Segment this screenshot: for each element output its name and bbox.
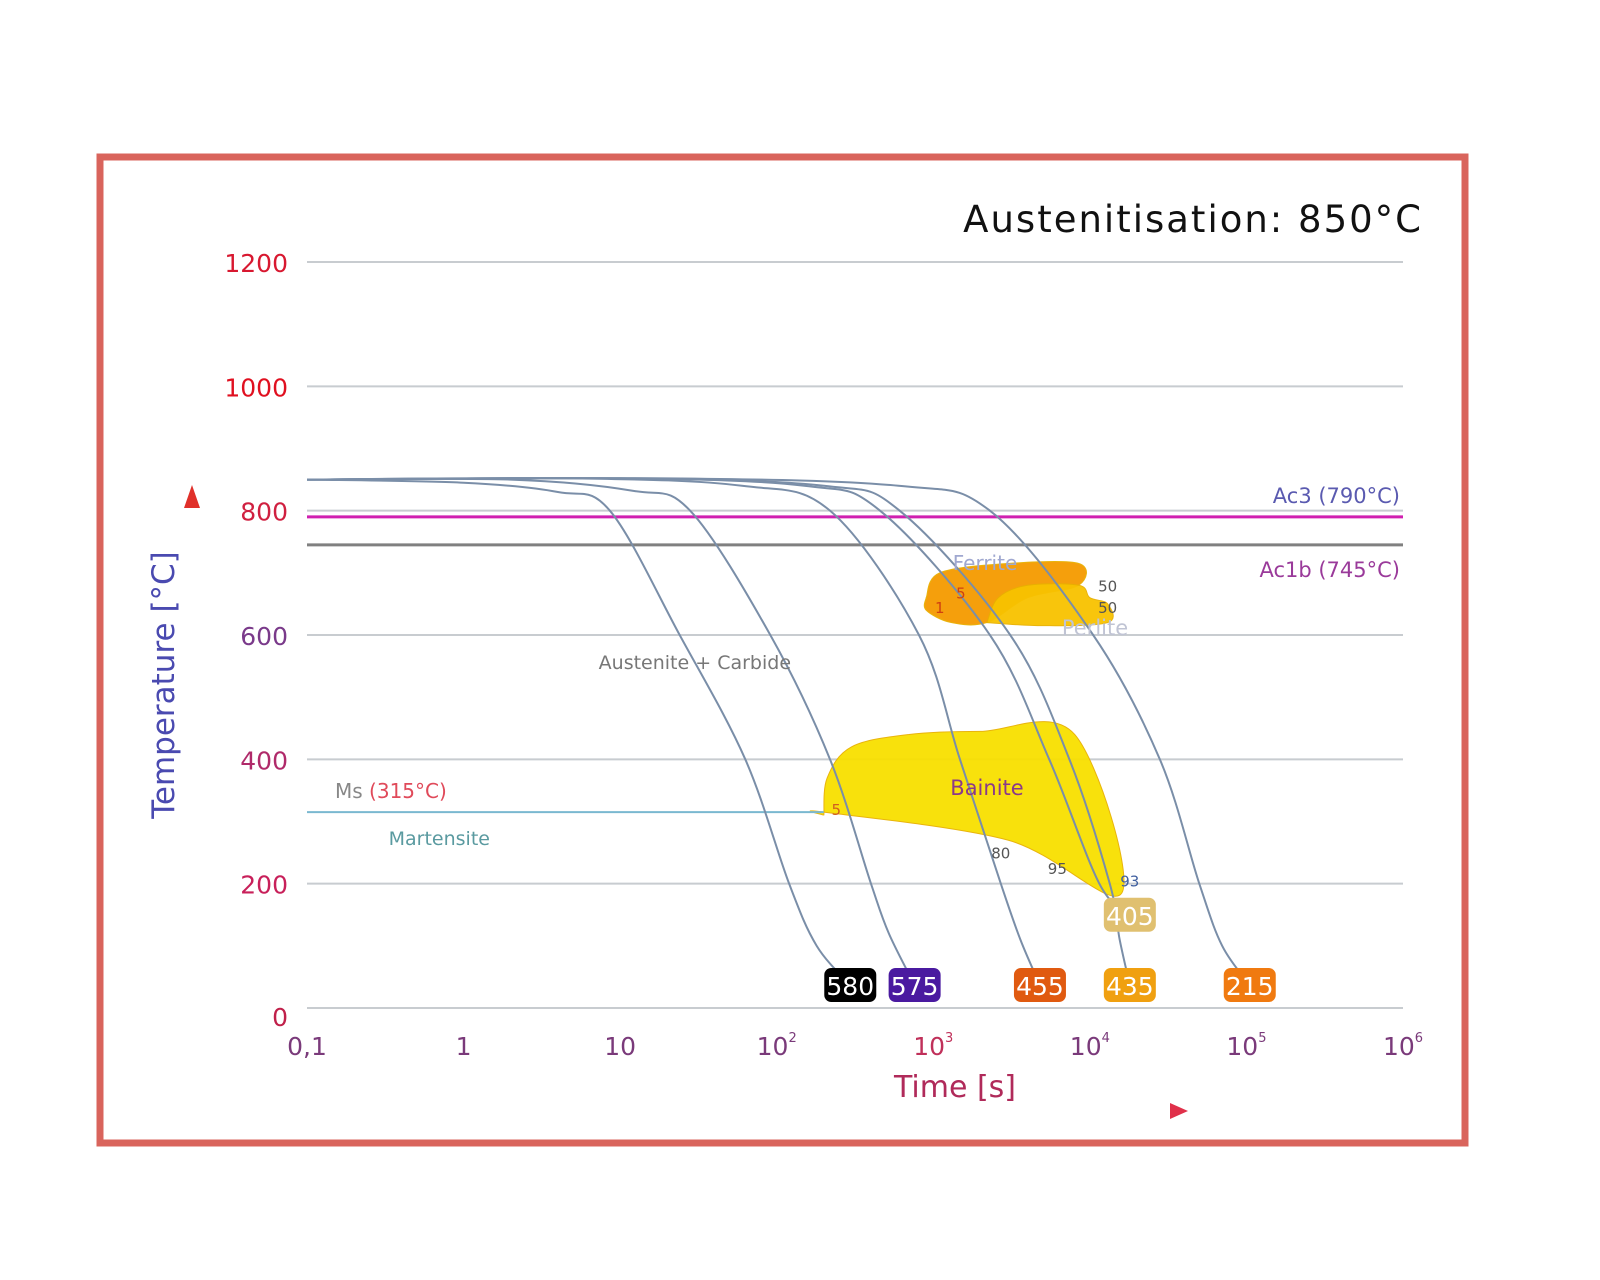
- ferrite-label: Ferrite: [953, 551, 1018, 575]
- region-bainite: [809, 721, 1125, 897]
- bainite-label: Bainite: [950, 776, 1023, 800]
- phase-annotation: Austenite + Carbide: [599, 652, 791, 674]
- x-tick-label: 0,1: [287, 1032, 327, 1061]
- transformation-percent: 1: [935, 599, 945, 617]
- x-tick-label: 106: [1383, 1031, 1423, 1061]
- x-tick-label: 104: [1070, 1031, 1110, 1061]
- ms-label-part: (315°C): [369, 779, 447, 803]
- x-tick-exponent: 6: [1415, 1031, 1423, 1046]
- ref-line-label: Ac1b (745°C): [1259, 558, 1400, 582]
- x-tick-exponent: 5: [1258, 1031, 1266, 1046]
- hardness-box: [1103, 967, 1156, 1002]
- transformation-percent: 50: [1098, 599, 1117, 617]
- x-tick-exponent: 4: [1102, 1031, 1110, 1046]
- y-tick-label: 0: [272, 1003, 288, 1032]
- chart-title: Austenitisation: 850°C: [963, 198, 1423, 241]
- ms-label: Ms (315°C): [335, 779, 447, 803]
- hardness-value: 215: [1226, 972, 1274, 1001]
- x-tick-base: 1: [456, 1032, 472, 1061]
- x-tick-label: 103: [913, 1031, 953, 1061]
- x-tick-base: 10: [604, 1032, 636, 1061]
- hardness-box: [824, 967, 877, 1002]
- x-tick-label: 1: [456, 1032, 472, 1061]
- transformation-percent: 5: [831, 801, 841, 819]
- ms-label-part: Ms: [335, 779, 369, 803]
- hardness-value: 405: [1106, 902, 1154, 931]
- x-tick-base: 10: [757, 1032, 789, 1061]
- hardness-box: [888, 967, 941, 1002]
- x-tick-base: 10: [1226, 1032, 1258, 1061]
- x-tick-exponent: 3: [945, 1031, 953, 1046]
- frame-border: [96, 153, 1469, 1147]
- x-tick-exponent: 2: [788, 1031, 796, 1046]
- y-tick-label: 600: [240, 622, 288, 651]
- hardness-value: 575: [891, 972, 939, 1001]
- hardness-value: 455: [1016, 972, 1064, 1001]
- x-axis-label: Time [s]: [893, 1070, 1016, 1105]
- x-tick-label: 102: [757, 1031, 797, 1061]
- hardness-box: [1223, 967, 1276, 1002]
- hardness-value: 580: [826, 972, 874, 1001]
- cooling-curve: [306, 477, 1041, 986]
- y-tick-label: 400: [240, 746, 288, 775]
- time-arrow: [715, 1103, 1188, 1119]
- cooling-curve: [306, 478, 852, 986]
- x-tick-base: 10: [1383, 1032, 1415, 1061]
- ref-line-label: Ac3 (790°C): [1273, 484, 1400, 508]
- transformation-percent: 50: [1098, 577, 1117, 595]
- x-tick-base: 10: [913, 1032, 945, 1061]
- hardness-value: 435: [1106, 972, 1154, 1001]
- perlite-label: Perlite: [1062, 616, 1128, 640]
- region-perlite: [986, 583, 1114, 627]
- y-tick-label: 800: [240, 498, 288, 527]
- transformation-percent: 93: [1120, 873, 1139, 891]
- y-axis-label: Temperature [°C]: [146, 551, 182, 820]
- cooling-curve: [306, 477, 916, 986]
- y-tick-label: 200: [240, 871, 288, 900]
- transformation-percent: 5: [956, 585, 966, 603]
- temperature-arrow: [184, 485, 200, 838]
- x-tick-label: 10: [604, 1032, 636, 1061]
- y-tick-label: 1200: [224, 249, 288, 278]
- hardness-box: [1103, 897, 1156, 932]
- transformation-percent: 80: [991, 845, 1010, 863]
- transformation-percent: 95: [1048, 860, 1067, 878]
- cooling-curve: [306, 477, 1251, 986]
- y-tick-label: 1000: [224, 373, 288, 402]
- x-tick-base: 10: [1070, 1032, 1102, 1061]
- hardness-box: [1013, 967, 1066, 1002]
- phase-annotation: Martensite: [389, 828, 490, 850]
- x-tick-base: 0,1: [287, 1032, 327, 1061]
- x-tick-label: 105: [1226, 1031, 1266, 1061]
